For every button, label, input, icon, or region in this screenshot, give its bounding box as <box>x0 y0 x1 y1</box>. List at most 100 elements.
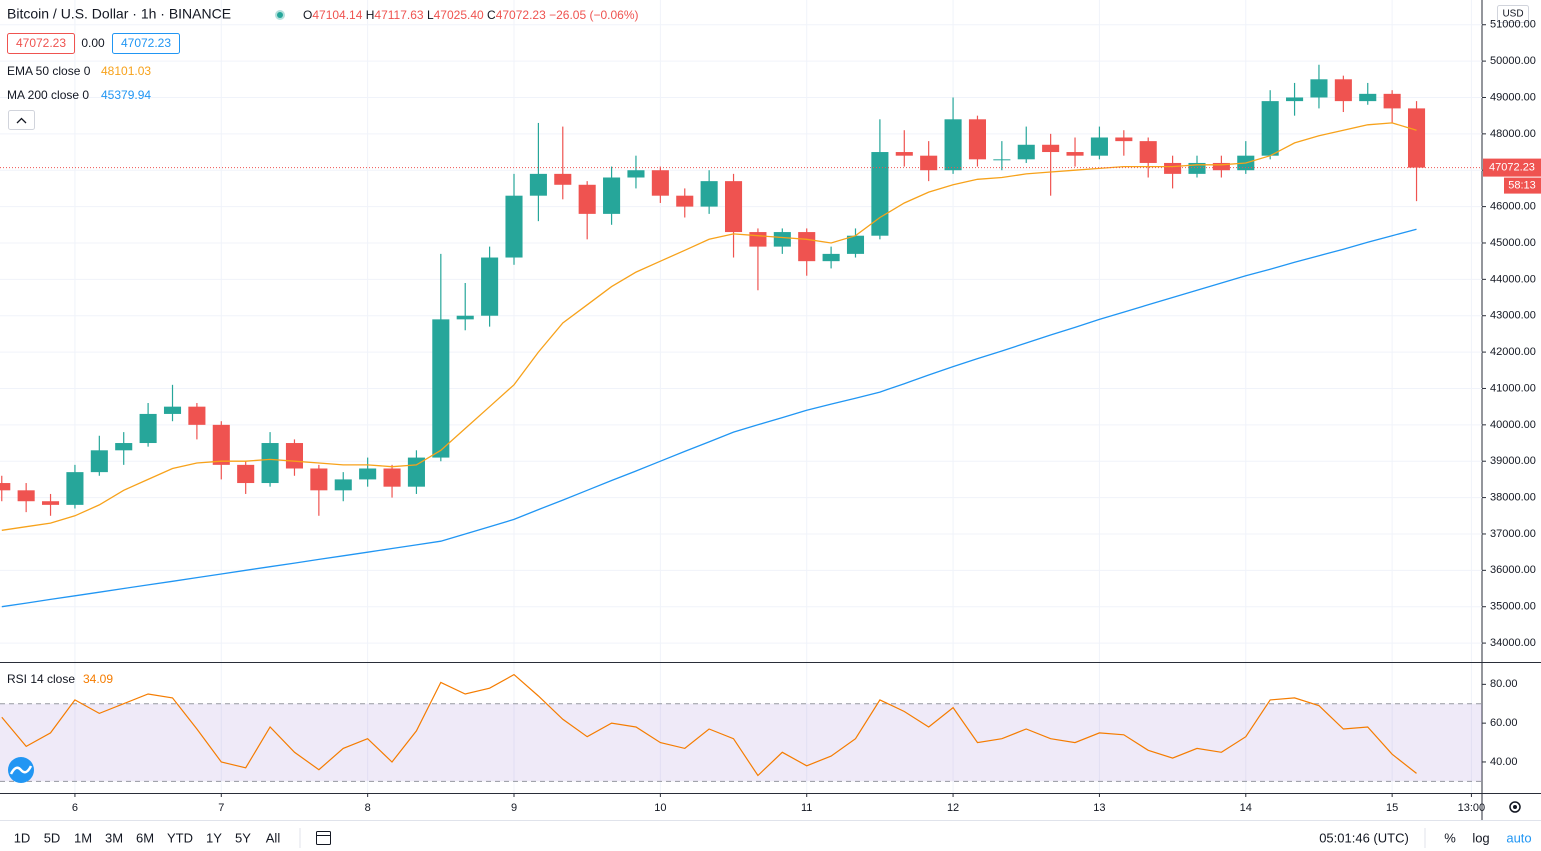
candle-body <box>700 181 718 207</box>
y-tick-label: 45000.00 <box>1490 237 1536 249</box>
ohlc-value: 47025.40 <box>434 8 484 22</box>
candle-body <box>1383 93 1401 109</box>
candle-body <box>1286 97 1304 102</box>
candle-body <box>0 483 11 491</box>
countdown-tag <box>1504 177 1541 194</box>
x-tick-label: 8 <box>365 802 371 814</box>
range-button[interactable]: YTD <box>167 830 193 845</box>
y-tick-label: 35000.00 <box>1490 601 1536 613</box>
candle-body <box>163 406 182 414</box>
x-tick-label: 9 <box>511 802 517 814</box>
candle-body <box>651 170 669 196</box>
y-tick-label: 41000.00 <box>1490 382 1536 394</box>
y-tick-label: 48000.00 <box>1490 128 1536 140</box>
y-tick-label: 49000.00 <box>1490 91 1536 103</box>
range-button[interactable]: 5D <box>44 830 61 845</box>
range-button[interactable]: 6M <box>136 830 154 845</box>
x-tick-label: 7 <box>218 802 224 814</box>
currency[interactable]: USD <box>1502 9 1523 20</box>
candle-body <box>554 173 572 185</box>
y-tick-label: 34000.00 <box>1490 637 1536 649</box>
candle-body <box>17 490 35 502</box>
candle-body <box>798 232 816 262</box>
candle-body <box>1310 79 1328 98</box>
y-tick-label: 36000.00 <box>1490 564 1536 576</box>
candle-body <box>627 170 645 178</box>
y-tick-label: 50000.00 <box>1490 55 1536 67</box>
indicator-value: 45379.94 <box>101 88 151 102</box>
candle-body <box>944 119 962 171</box>
y-tick-label: 60.00 <box>1490 717 1518 729</box>
indicator-name: EMA 50 close 0 <box>7 64 91 78</box>
calendar-icon[interactable] <box>316 831 331 845</box>
auto-toggle[interactable]: auto <box>1506 830 1531 845</box>
log-toggle[interactable]: log <box>1472 830 1489 845</box>
ohlc: O47104.14 H47117.63 L47025.40 C47072.23 … <box>303 8 639 22</box>
spread: 0.00 <box>81 36 105 50</box>
candle-body <box>578 184 596 214</box>
collapse-button[interactable] <box>8 110 35 130</box>
range-button[interactable]: 5Y <box>235 830 251 845</box>
settings-icon[interactable] <box>1509 801 1521 813</box>
sell-box[interactable] <box>7 33 75 54</box>
buy-price[interactable]: 47072.23 <box>121 36 171 50</box>
range-button[interactable]: 1D <box>14 830 31 845</box>
currency-box[interactable] <box>1497 5 1529 23</box>
ohlc-value: 47104.14 <box>312 8 362 22</box>
candle-body <box>529 173 547 196</box>
symbol-title: Bitcoin / U.S. Dollar · 1h · BINANCE <box>7 6 231 22</box>
x-tick-label: 13:00 <box>1458 802 1486 814</box>
candle-body <box>603 177 621 214</box>
indicator-line <box>1 228 1417 608</box>
candle-body <box>846 235 865 254</box>
x-tick-label: 13 <box>1093 802 1105 814</box>
price-tag-label: 47072.23 <box>1489 162 1535 174</box>
y-tick-label: 37000.00 <box>1490 528 1536 540</box>
candle-body <box>993 159 1011 161</box>
range-button[interactable]: All <box>266 830 281 845</box>
candle-body <box>1359 93 1377 102</box>
candle-body <box>1407 108 1426 168</box>
percent-toggle[interactable]: % <box>1444 830 1456 845</box>
candle-body <box>90 450 108 473</box>
candle-body <box>456 315 474 320</box>
indicator-value: 48101.03 <box>101 64 151 78</box>
collapse-icon <box>16 117 27 124</box>
candle-body <box>310 468 328 491</box>
y-tick-label: 51000.00 <box>1490 19 1536 31</box>
status-dot <box>277 12 283 18</box>
plot <box>0 64 1426 777</box>
range-button[interactable]: 3M <box>105 830 123 845</box>
change: −26.05 (−0.06%) <box>549 8 638 22</box>
rsi-band <box>0 703 1482 782</box>
y-tick-label: 39000.00 <box>1490 455 1536 467</box>
ohlc-key: C <box>487 8 496 22</box>
candle-body <box>749 232 767 247</box>
indicator-line <box>1 673 1417 777</box>
candle-body <box>115 443 133 451</box>
candle-body <box>1139 141 1157 163</box>
range-button[interactable]: 1M <box>74 830 92 845</box>
clock[interactable]: 05:01:46 (UTC) <box>1319 830 1409 845</box>
ohlc-key: H <box>366 8 375 22</box>
y-tick-label: 40000.00 <box>1490 419 1536 431</box>
buy-box[interactable] <box>112 33 180 54</box>
candle-body <box>1066 152 1084 156</box>
candle-body <box>1188 162 1206 174</box>
candle-body <box>505 195 523 258</box>
candle-body <box>724 181 743 233</box>
candle-body <box>822 253 840 262</box>
sell-price[interactable]: 47072.23 <box>16 36 66 50</box>
candle-body <box>1017 144 1035 160</box>
range-button[interactable]: 1Y <box>206 830 222 845</box>
y-tick-label: 46000.00 <box>1490 201 1536 213</box>
rsi-value: 34.09 <box>83 672 113 686</box>
y-tick-label: 43000.00 <box>1490 310 1536 322</box>
toolbar: 1D 5D 1M 3M 6M YTD 1Y 5Y All <box>14 830 281 845</box>
grid <box>0 0 1482 793</box>
ohlc-key: L <box>427 8 434 22</box>
candle-body <box>41 501 60 505</box>
candle-body <box>334 479 352 491</box>
